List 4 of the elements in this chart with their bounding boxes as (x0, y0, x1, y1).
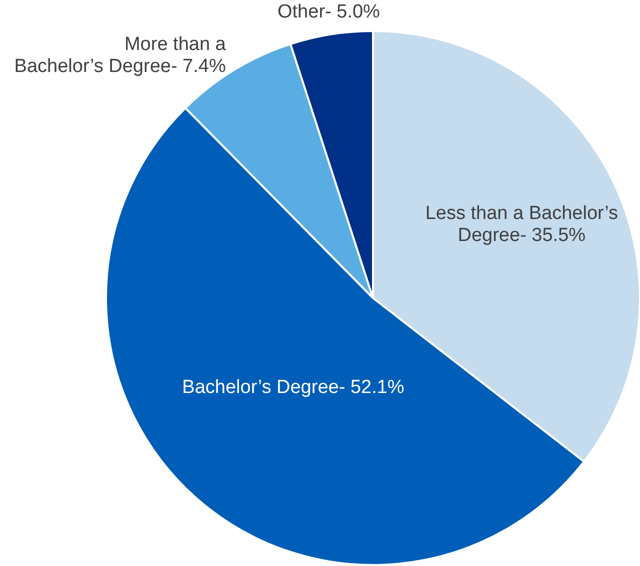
data-label: Other- 5.0% (278, 1, 380, 22)
data-label: Less than a Bachelor’s Degree- 35.5% (425, 203, 618, 246)
data-label: Bachelor’s Degree- 52.1% (182, 376, 404, 398)
data-label: More than a Bachelor’s Degree- 7.4% (14, 34, 226, 78)
